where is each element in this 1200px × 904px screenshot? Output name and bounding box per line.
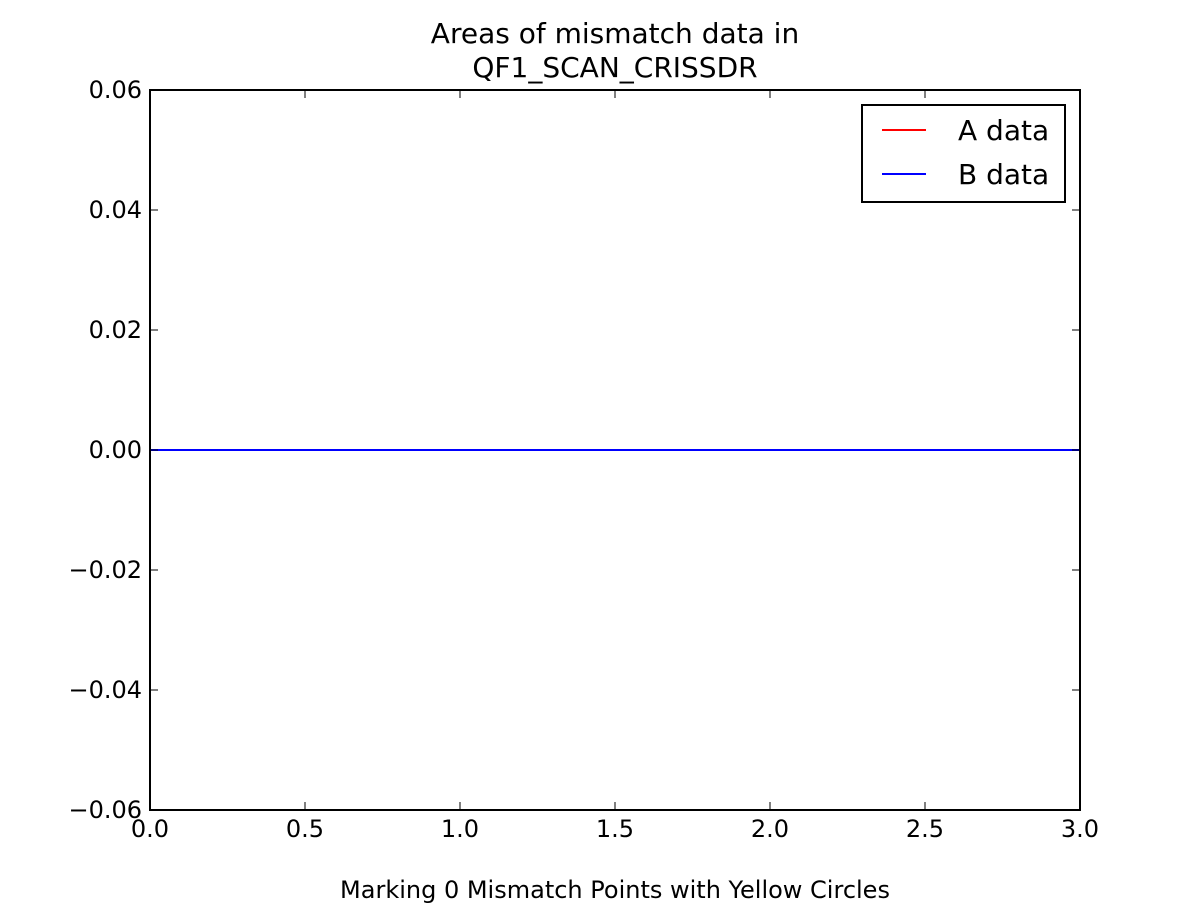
- y-tick-label: 0.02: [89, 316, 142, 344]
- x-tick-label: 2.0: [751, 815, 789, 843]
- y-tick-label: −0.04: [68, 676, 142, 704]
- legend-label-2: B data: [958, 158, 1049, 191]
- x-tick-label: 0.0: [131, 815, 169, 843]
- legend-box: [861, 104, 1066, 203]
- y-tick-label: −0.02: [68, 556, 142, 584]
- x-tick-label: 1.0: [441, 815, 479, 843]
- ticks-layer: 0.0 0.5 1.0 1.5 2.0 2.5 3.0 0.06 0.04 0.02 0.00 −0.…: [68, 76, 1099, 843]
- x-tick-label: 0.5: [286, 815, 324, 843]
- y-tick-label: −0.06: [68, 796, 142, 824]
- legend: A data B data: [861, 104, 1066, 203]
- y-tick-label: 0.00: [89, 436, 142, 464]
- x-axis-label: Marking 0 Mismatch Points with Yellow Ci…: [340, 876, 890, 904]
- x-tick-label: 3.0: [1061, 815, 1099, 843]
- x-tick-label: 1.5: [596, 815, 634, 843]
- chart-title-line-1: Areas of mismatch data in: [430, 17, 800, 50]
- legend-label-1: A data: [958, 114, 1049, 147]
- y-tick-label: 0.06: [89, 76, 142, 104]
- y-tick-label: 0.04: [89, 196, 142, 224]
- chart-title-line-2: QF1_SCAN_CRISSDR: [472, 51, 758, 84]
- x-tick-label: 2.5: [906, 815, 944, 843]
